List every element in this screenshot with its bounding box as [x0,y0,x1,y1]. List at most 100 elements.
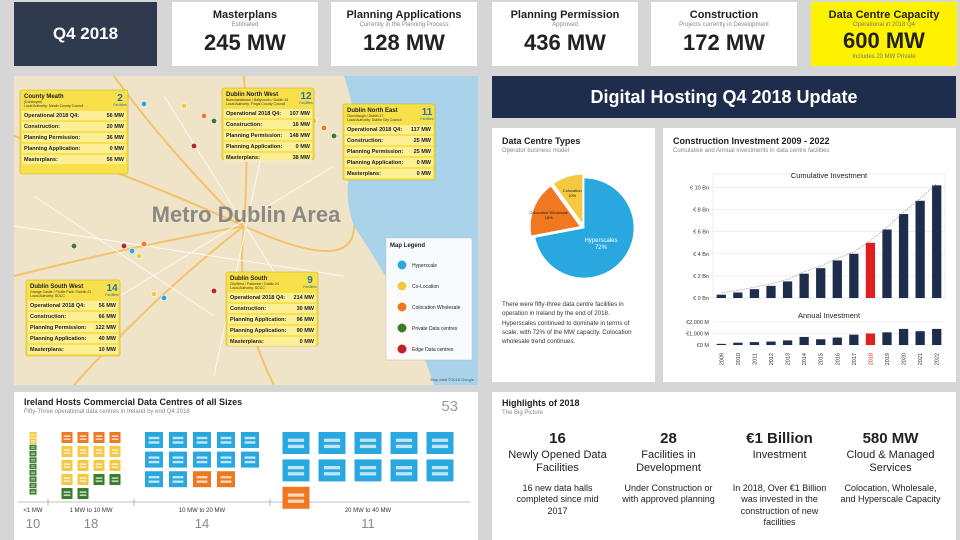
size-icon [29,470,37,476]
bar [799,273,809,298]
region-name: County Meath [24,94,64,100]
x-tick-label: 2022 [935,353,941,365]
size-icon-detail [79,463,87,465]
size-icon-body [29,482,37,489]
kpi-title: Planning Permission [510,9,620,21]
size-icon-body [217,471,235,488]
size-icon [61,460,73,471]
size-icon-detail [359,438,377,442]
size-icon-detail [395,444,413,449]
chart-frame [712,173,946,299]
size-icon-detail [172,456,184,459]
region-row-value: 36 MW [107,135,125,141]
size-icon-detail [30,473,36,475]
size-icon-body [61,446,73,457]
size-icon [29,489,37,495]
size-icon-detail [196,460,208,464]
chart-title: Annual Investment [798,311,861,320]
region-row-label: Planning Application: [230,317,286,323]
size-icon [77,488,89,499]
y-tick-label: €2,000 M [686,320,709,326]
map-pin [135,252,143,260]
region-row-label: Operational 2018 Q4: [230,295,285,301]
kpi-value: 128 MW [363,30,445,55]
bar [882,332,892,345]
region-authority: Local Authority: SDCC [230,286,265,290]
region-row-bg [224,120,312,129]
size-icon [93,432,105,443]
size-group-label: 20 MW to 40 MW [345,508,392,514]
legend-marker [396,301,408,313]
size-icon-detail [220,436,232,440]
region-row-label: Planning Application: [226,144,282,150]
region-row-bg [345,158,433,167]
region-count: 12 [300,91,312,102]
size-icon-detail [30,447,36,449]
region-row-label: Planning Permission: [347,149,403,155]
y-tick-label: €1,000 M [686,332,709,338]
region-row-label: Construction: [24,124,60,130]
size-icon-detail [287,499,305,503]
region-row-label: Masterplans: [30,347,64,353]
panel-subtitle: Operator business model [502,148,570,154]
pie-label: Colocation Wholesale [529,210,568,215]
size-icon-body [241,451,259,468]
kpi-value: 436 MW [524,30,606,55]
highlight: €1 Billion Investment In 2018, Over €1 Bil… [728,430,832,528]
size-icon [193,451,211,468]
region-row-bg [228,326,316,335]
legend-label: Colocation Wholesale [412,305,461,311]
highlight-text: Under Construction or with approved plan… [622,483,715,505]
size-icon-detail [30,492,36,494]
pie-label: Colocation [563,188,582,193]
region-row-value: 25 MW [414,149,432,155]
map-pin [120,242,128,250]
x-tick-label: 2018 [868,353,874,365]
size-icon-body [390,459,418,482]
region-row-label: Masterplans: [230,339,264,345]
size-icon-detail [95,452,103,455]
size-icon [93,474,105,485]
size-icon-detail [172,480,184,483]
bar [716,343,726,345]
size-icon-body [390,432,418,454]
region-row-label: Construction: [230,306,266,312]
region-row-bg [22,111,126,120]
panel-title: Ireland Hosts Commercial Data Centres of… [24,397,243,407]
size-icon-detail [172,441,184,444]
map-pin [140,100,148,108]
size-icon-detail [63,438,71,441]
size-icon-body [145,471,163,488]
size-icon-detail [30,439,36,441]
size-icon-detail [395,438,413,442]
region-row-value: 90 MW [297,328,315,334]
size-icon-detail [95,480,103,483]
chart-title: Cumulative Investment [791,171,868,180]
panel-subtitle: Fifty-Three operational data centres in … [24,409,190,415]
region-row-value: 56 MW [107,157,125,163]
region-row-label: Planning Permission: [24,135,80,141]
size-icon-body [109,432,121,443]
region-row-value: 0 MW [296,144,311,150]
size-icon-body [93,446,105,457]
size-icon [217,471,235,488]
size-icon-detail [30,441,36,443]
size-icon [318,459,346,482]
pie-label: Hyperscales [584,238,617,244]
size-icon [29,432,37,438]
map-pin [330,132,338,140]
size-icon-body [61,460,73,471]
legend-label: Edge Data centres [412,347,454,353]
highlight-text: In 2018, Over €1 Billion was invested in… [732,483,827,527]
region-facilities-label: Facilities [105,293,119,297]
size-icon-body [354,432,382,454]
highlight-label: Newly Opened Data Facilities [508,449,607,475]
size-icon [93,460,105,471]
size-group-count: 18 [84,516,98,531]
highlight-text: 16 new data halls completed since mid 20… [516,483,599,516]
region-row-bg [345,125,433,134]
region-row-label: Construction: [30,314,66,320]
banner-text: Digital Hosting Q4 2018 Update [590,86,858,107]
highlight: 16 Newly Opened Data Facilities 16 new dat… [506,430,610,528]
kpi-value: 245 MW [204,30,286,55]
